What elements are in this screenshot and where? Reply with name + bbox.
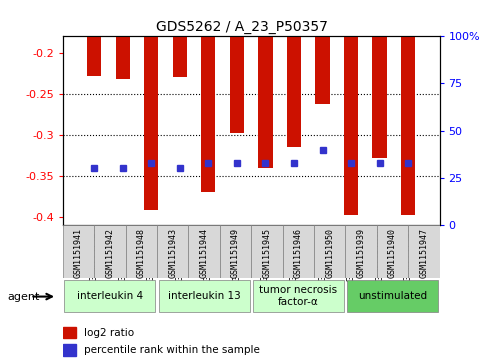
Bar (144, 0, 158, 210)
Text: GSM1151942: GSM1151942 (105, 228, 114, 278)
Bar (230, 0, 244, 133)
Text: interleukin 4: interleukin 4 (77, 291, 143, 301)
Text: GSM1151940: GSM1151940 (388, 228, 397, 278)
Bar (251, 225, 283, 278)
Text: interleukin 13: interleukin 13 (168, 291, 241, 301)
Bar (158, 280, 250, 312)
Bar (401, 0, 415, 215)
Bar (94, 225, 126, 278)
Bar (188, 225, 220, 278)
Bar (220, 225, 251, 278)
Bar (283, 225, 314, 278)
Bar (115, 0, 130, 79)
Bar (126, 225, 157, 278)
Text: GSM1151949: GSM1151949 (231, 228, 240, 278)
Text: log2 ratio: log2 ratio (84, 327, 134, 338)
Bar (372, 0, 387, 158)
Text: GDS5262 / A_23_P50357: GDS5262 / A_23_P50357 (156, 20, 327, 34)
Bar (314, 225, 345, 278)
Bar (173, 0, 187, 77)
Bar (253, 280, 344, 312)
Text: GSM1151950: GSM1151950 (325, 228, 334, 278)
Text: percentile rank within the sample: percentile rank within the sample (84, 345, 259, 355)
Text: GSM1151939: GSM1151939 (356, 228, 366, 278)
Bar (157, 225, 188, 278)
Text: GSM1151943: GSM1151943 (168, 228, 177, 278)
Text: GSM1151944: GSM1151944 (199, 228, 209, 278)
Bar (377, 225, 408, 278)
Bar (344, 0, 358, 215)
Text: agent: agent (7, 291, 40, 302)
Bar (87, 0, 101, 76)
Bar (63, 225, 94, 278)
Text: tumor necrosis
factor-α: tumor necrosis factor-α (259, 285, 337, 307)
Bar (258, 0, 272, 168)
Bar (345, 225, 377, 278)
Bar (287, 0, 301, 147)
Text: GSM1151946: GSM1151946 (294, 228, 303, 278)
Text: GSM1151947: GSM1151947 (419, 228, 428, 278)
Bar (408, 225, 440, 278)
Bar (63, 344, 76, 356)
Bar (201, 0, 215, 192)
Bar (64, 280, 156, 312)
Text: GSM1151948: GSM1151948 (137, 228, 146, 278)
Bar (63, 327, 76, 338)
Bar (347, 280, 438, 312)
Bar (315, 0, 330, 103)
Text: GSM1151945: GSM1151945 (262, 228, 271, 278)
Text: unstimulated: unstimulated (358, 291, 427, 301)
Text: GSM1151941: GSM1151941 (74, 228, 83, 278)
